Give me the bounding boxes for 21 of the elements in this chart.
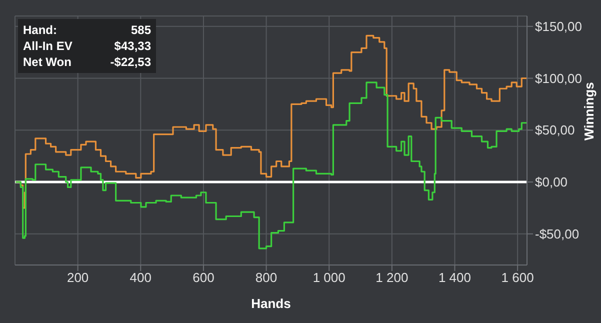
annotation: All-In EV: [23, 38, 72, 54]
x-tick-label: 800: [255, 270, 278, 286]
x-tick-label: 1 000: [312, 270, 346, 286]
x-tick-label: 400: [130, 270, 152, 286]
annotation: $43,33: [114, 38, 151, 54]
y-tick-label: $50,00: [535, 122, 575, 138]
y-axis-title: Winnings: [582, 82, 597, 140]
y-tick-label: $100,00: [535, 70, 582, 86]
x-axis-title: Hands: [251, 296, 291, 311]
x-tick-label: 200: [66, 270, 89, 286]
x-tick-label: 1 400: [438, 270, 472, 286]
annotation: Net Won: [23, 54, 72, 70]
annotation: Hand:: [23, 22, 57, 38]
annotation: -$22,53: [110, 54, 151, 70]
x-tick-label: 1 200: [376, 270, 408, 286]
y-tick-label: $0,00: [535, 174, 568, 190]
y-tick-label: -$50,00: [535, 226, 580, 242]
y-tick-label: $150,00: [535, 18, 582, 34]
annotation: 585: [130, 22, 151, 38]
x-tick-label: 1 600: [501, 270, 534, 286]
x-tick-label: 600: [192, 270, 214, 286]
